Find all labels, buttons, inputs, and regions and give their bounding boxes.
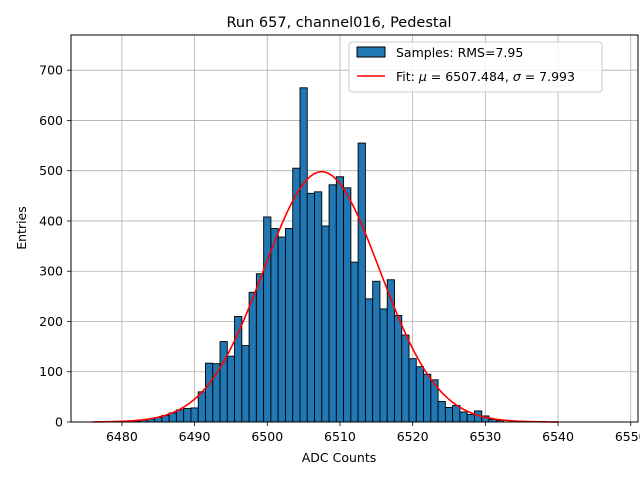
histogram-bar (292, 167, 301, 423)
legend-fit-label: Fit: μ = 6507.484, σ = 7.993 (396, 69, 575, 84)
histogram-bar (459, 411, 468, 423)
x-tick-label: 6540 (542, 429, 574, 444)
histogram-bar (335, 176, 345, 423)
histogram-bar (263, 216, 272, 423)
histogram-bar (401, 334, 410, 423)
histogram-bar (306, 192, 315, 423)
y-tick-label: 300 (39, 264, 63, 279)
y-tick-label: 400 (39, 213, 63, 228)
legend: Samples: RMS=7.95 Fit: μ = 6507.484, σ =… (348, 41, 603, 93)
legend-histogram-label: Samples: RMS=7.95 (396, 45, 523, 60)
y-tick-label: 500 (39, 163, 63, 178)
histogram-bar (314, 191, 323, 423)
histogram-bar (205, 362, 214, 423)
histogram-bar (437, 400, 446, 423)
histogram-bar (357, 142, 366, 423)
fit-curve-layer (92, 170, 559, 423)
histogram-bar (241, 345, 250, 423)
legend-fit-mu: μ (418, 69, 427, 84)
histogram-bar (372, 280, 381, 423)
x-tick-label: 6510 (324, 429, 356, 444)
x-tick-label: 6530 (469, 429, 501, 444)
histogram-bar (415, 366, 425, 423)
histogram-bar (219, 341, 228, 423)
histogram-bar (299, 87, 308, 423)
legend-fit-sigma: σ (513, 69, 522, 84)
histogram-bar (226, 355, 236, 423)
histogram-bar (423, 373, 432, 423)
legend-fit-sigma-value: = 7.993 (521, 69, 575, 84)
histogram-bar (379, 308, 388, 423)
histogram-bar (270, 228, 279, 423)
x-tick-label: 6490 (179, 429, 211, 444)
x-tick-label: 6520 (397, 429, 429, 444)
histogram-bar (328, 184, 337, 423)
histogram-bar (255, 273, 265, 423)
x-tick-label: 6480 (106, 429, 138, 444)
x-axis-label: ADC Counts (302, 450, 377, 465)
histogram-bar (277, 236, 286, 423)
histogram-bar (343, 187, 352, 423)
y-tick-label: 600 (39, 113, 63, 128)
plot-frame (70, 34, 639, 423)
y-tick-label: 100 (39, 364, 63, 379)
histogram-bar (248, 291, 257, 423)
histogram-bar (350, 261, 359, 423)
histogram-bar (183, 407, 192, 423)
histogram-bar (321, 225, 330, 423)
histogram-bar (452, 404, 461, 423)
chart-title: Run 657, channel016, Pedestal (226, 15, 451, 31)
y-tick-label: 0 (55, 415, 63, 430)
histogram-bar (386, 279, 395, 423)
histogram-bar (466, 414, 475, 423)
y-tick-label: 200 (39, 314, 63, 329)
y-axis-ticks: 0 100 200 300 400 500 600 700 (39, 63, 71, 430)
histogram-bar (408, 358, 417, 423)
y-tick-label: 700 (39, 63, 63, 78)
histogram-bar (394, 314, 403, 423)
legend-fit-prefix: Fit: (396, 69, 419, 84)
histogram-bar (197, 391, 206, 423)
histogram-bar (175, 409, 185, 423)
legend-box (348, 41, 603, 93)
y-axis-label: Entries (14, 206, 29, 250)
histogram-bar (190, 407, 199, 423)
legend-histogram-swatch (356, 46, 386, 58)
gaussian-fit-curve (92, 170, 559, 423)
histogram-bars (125, 87, 504, 423)
legend-fit-mu-value: = 6507.484, (427, 69, 513, 84)
x-tick-label: 6500 (251, 429, 283, 444)
histogram-bar (364, 298, 374, 423)
histogram-bar (284, 228, 294, 423)
histogram-bar (444, 406, 454, 423)
